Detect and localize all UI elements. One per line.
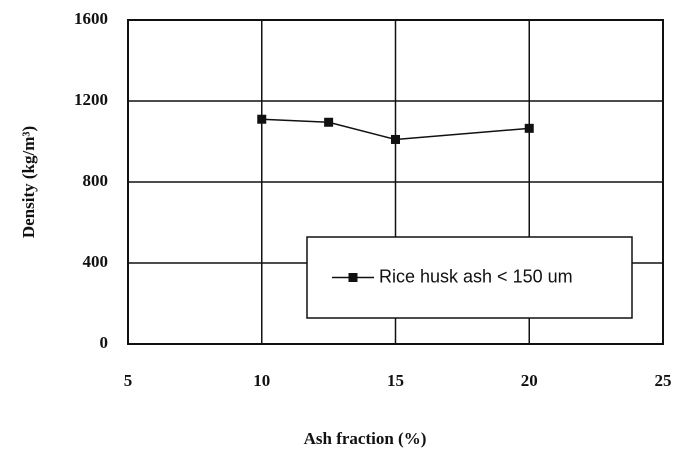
y-tick-label: 0 [100, 333, 109, 352]
data-marker [257, 114, 267, 124]
y-tick-label: 400 [83, 252, 109, 271]
legend-marker [348, 273, 358, 282]
y-axis-label: Density (kg/m³) [19, 126, 38, 238]
x-tick-label: 20 [521, 371, 538, 390]
data-marker [391, 134, 400, 144]
data-marker [524, 123, 534, 133]
x-tick-label: 5 [124, 371, 133, 390]
data-marker [324, 117, 334, 127]
data-line [261, 118, 530, 141]
x-axis-label: Ash fraction (%) [304, 429, 427, 448]
legend-label: Rice husk ash < 150 um [379, 266, 573, 286]
y-tick-label: 1200 [74, 90, 108, 109]
x-tick-label: 15 [387, 371, 404, 390]
y-tick-label: 800 [83, 171, 109, 190]
y-tick-label: 1600 [74, 9, 108, 28]
x-tick-label: 25 [655, 371, 672, 390]
x-tick-label: 10 [253, 371, 270, 390]
plot-frame [127, 19, 664, 345]
